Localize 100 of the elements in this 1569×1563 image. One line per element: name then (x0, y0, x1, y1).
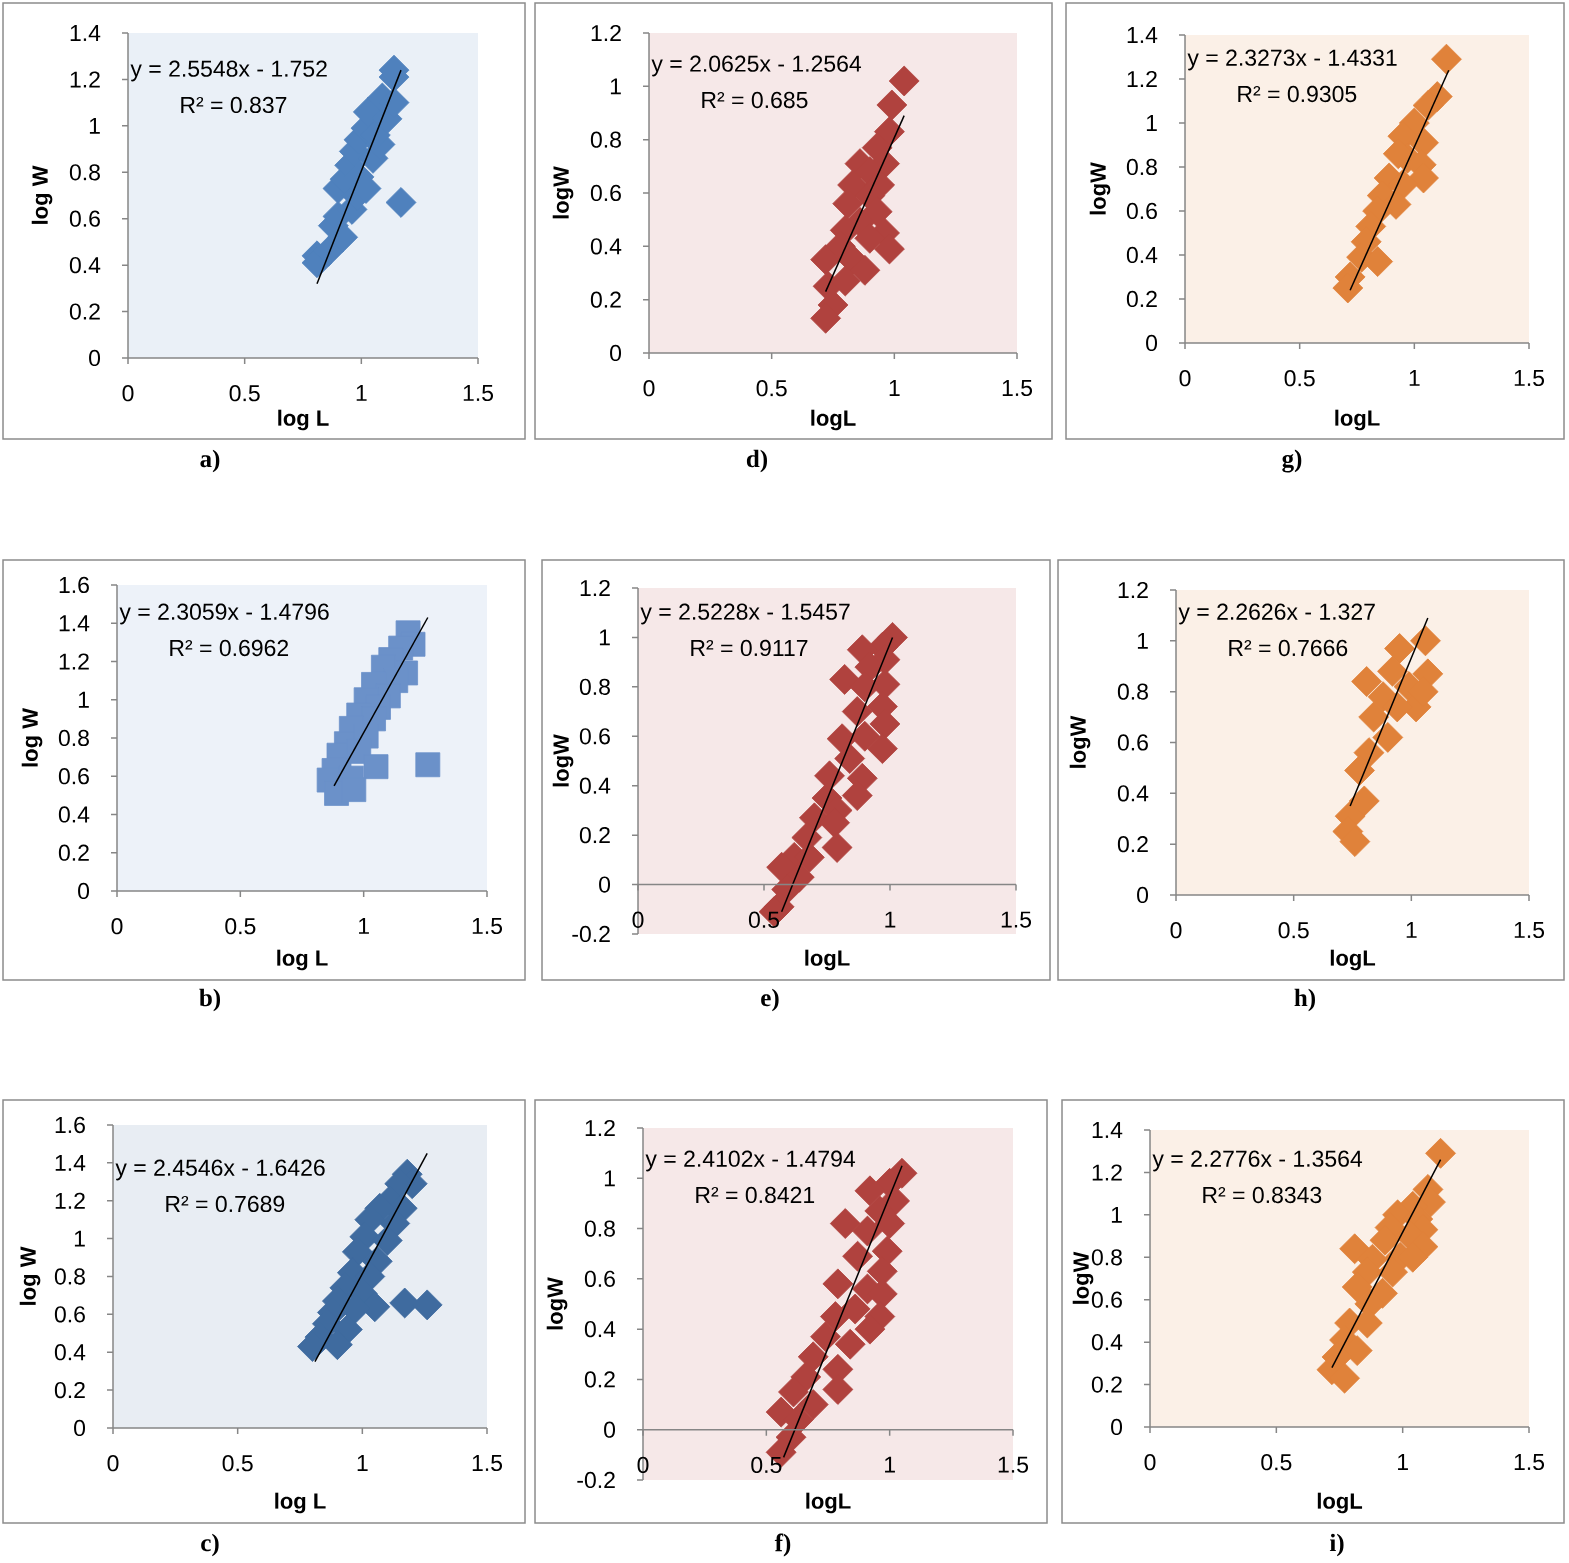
y-axis-title: logW (552, 166, 574, 219)
x-tick-label: 1.5 (1514, 922, 1545, 939)
y-tick-label: 0.2 (579, 826, 610, 844)
y-tick-label: 1 (78, 691, 89, 708)
y-tick-label: 0.2 (54, 1381, 85, 1399)
annotation: R² = 0.6962 (170, 639, 289, 657)
annotation: y = 2.0625x - 1.2564 (651, 55, 862, 77)
y-axis-title: logW (546, 1277, 568, 1330)
y-tick-label: 0 (1111, 1418, 1123, 1436)
x-tick-label: 1.5 (1514, 370, 1545, 387)
x-axis-title: log L (275, 1492, 326, 1514)
y-tick-label: 0.4 (584, 1320, 616, 1338)
x-tick-label: 1.5 (1514, 1454, 1545, 1471)
y-tick-label: 1.2 (591, 24, 621, 42)
y-tick-label: 1.4 (70, 25, 101, 41)
annotation: R² = 0.8343 (1203, 1186, 1322, 1204)
y-tick-label: 0.2 (1126, 290, 1157, 308)
x-tick-label: 0 (107, 1455, 119, 1472)
point (829, 664, 861, 695)
y-tick-label: 1 (1111, 1206, 1122, 1223)
point (385, 187, 417, 218)
x-tick-label: 0.5 (756, 380, 787, 397)
point (810, 1321, 841, 1353)
x-tick-label: 1.5 (472, 918, 503, 935)
x-tick-label: 1 (1406, 922, 1417, 938)
point (415, 752, 441, 778)
y-tick-label: 1 (1137, 632, 1148, 649)
point (839, 1293, 871, 1325)
point (1410, 625, 1441, 657)
y-tick-label: 0.8 (584, 1220, 615, 1237)
x-axis-title: logL (806, 1492, 851, 1514)
y-axis-title: log W (21, 708, 43, 767)
x-tick-label: 0.5 (222, 1455, 253, 1472)
annotation: y = 2.5548x - 1.752 (130, 60, 327, 82)
text: c) (201, 1533, 219, 1557)
x-axis-title: log L (277, 949, 328, 971)
point (797, 1341, 829, 1373)
annotation: R² = 0.837 (181, 96, 287, 114)
text: a) (200, 449, 220, 473)
y-axis-title: log W (31, 165, 53, 224)
y-tick-label: 0.8 (1126, 158, 1157, 176)
y-tick-label: 0 (1137, 886, 1149, 904)
y-tick-label: 0.6 (69, 210, 100, 227)
point (1348, 785, 1380, 817)
x-tick-label: 0 (1179, 370, 1191, 387)
y-tick-label: 1 (604, 1170, 615, 1187)
y-tick-label: 0.6 (584, 1270, 615, 1287)
point (849, 720, 881, 752)
text: e) (761, 988, 779, 1012)
point (1372, 722, 1404, 753)
x-axis-title: logL (811, 409, 856, 431)
annotation: y = 2.4546x - 1.6426 (115, 1159, 325, 1181)
y-tick-label: 1.4 (1127, 27, 1158, 43)
annotation: R² = 0.685 (702, 91, 808, 109)
y-tick-label: 1.2 (1127, 70, 1157, 88)
y-tick-label: 0.8 (69, 164, 100, 181)
y-tick-label: 0.2 (590, 291, 621, 308)
y-tick-label: 0.6 (590, 184, 621, 202)
x-tick-label: 0 (632, 911, 644, 928)
y-tick-label: 1 (1146, 115, 1157, 131)
annotation: R² = 0.9305 (1238, 85, 1357, 103)
annotation: y = 2.5228x - 1.5457 (640, 603, 850, 625)
x-tick-label: 1 (357, 1455, 368, 1471)
annotation: y = 2.2776x - 1.3564 (1152, 1150, 1363, 1172)
y-tick-label: 0.6 (1126, 202, 1157, 220)
y-tick-label: 1.6 (55, 1116, 85, 1134)
y-tick-label: 0.4 (58, 806, 90, 823)
point (1384, 633, 1415, 664)
point (888, 65, 920, 97)
annotation: R² = 0.7689 (166, 1195, 285, 1213)
y-axis-title: logW (1089, 162, 1111, 215)
y-tick-label: 1.2 (59, 653, 89, 670)
point (852, 1215, 883, 1247)
point (829, 1208, 861, 1239)
x-tick-label: 1 (356, 385, 367, 401)
y-tick-label: 0.2 (1091, 1376, 1122, 1393)
annotation: R² = 0.7666 (1229, 639, 1348, 657)
x-tick-label: 1.5 (1002, 380, 1033, 397)
y-tick-label: 1.6 (59, 576, 89, 594)
y-tick-label: 1 (610, 78, 621, 95)
y-tick-label: 0.8 (579, 678, 610, 695)
text: b) (199, 988, 221, 1012)
point (778, 1376, 809, 1408)
annotation: y = 2.3059x - 1.4796 (119, 603, 329, 625)
point (1358, 701, 1390, 733)
y-tick-label: 0.6 (579, 728, 610, 745)
point (867, 733, 898, 765)
x-axis-title: logL (1330, 949, 1376, 971)
point (841, 696, 873, 727)
point (876, 89, 908, 121)
point (1431, 43, 1462, 75)
text: f) (774, 1533, 791, 1557)
y-tick-label: 0.6 (1091, 1291, 1122, 1308)
annotation: y = 2.3273x - 1.4331 (1187, 49, 1397, 71)
text: g) (1282, 449, 1302, 473)
point (821, 832, 853, 863)
y-tick-label: 0 (1146, 334, 1158, 352)
point (842, 1240, 873, 1272)
x-tick-label: 0 (643, 380, 655, 397)
point (1351, 666, 1383, 697)
